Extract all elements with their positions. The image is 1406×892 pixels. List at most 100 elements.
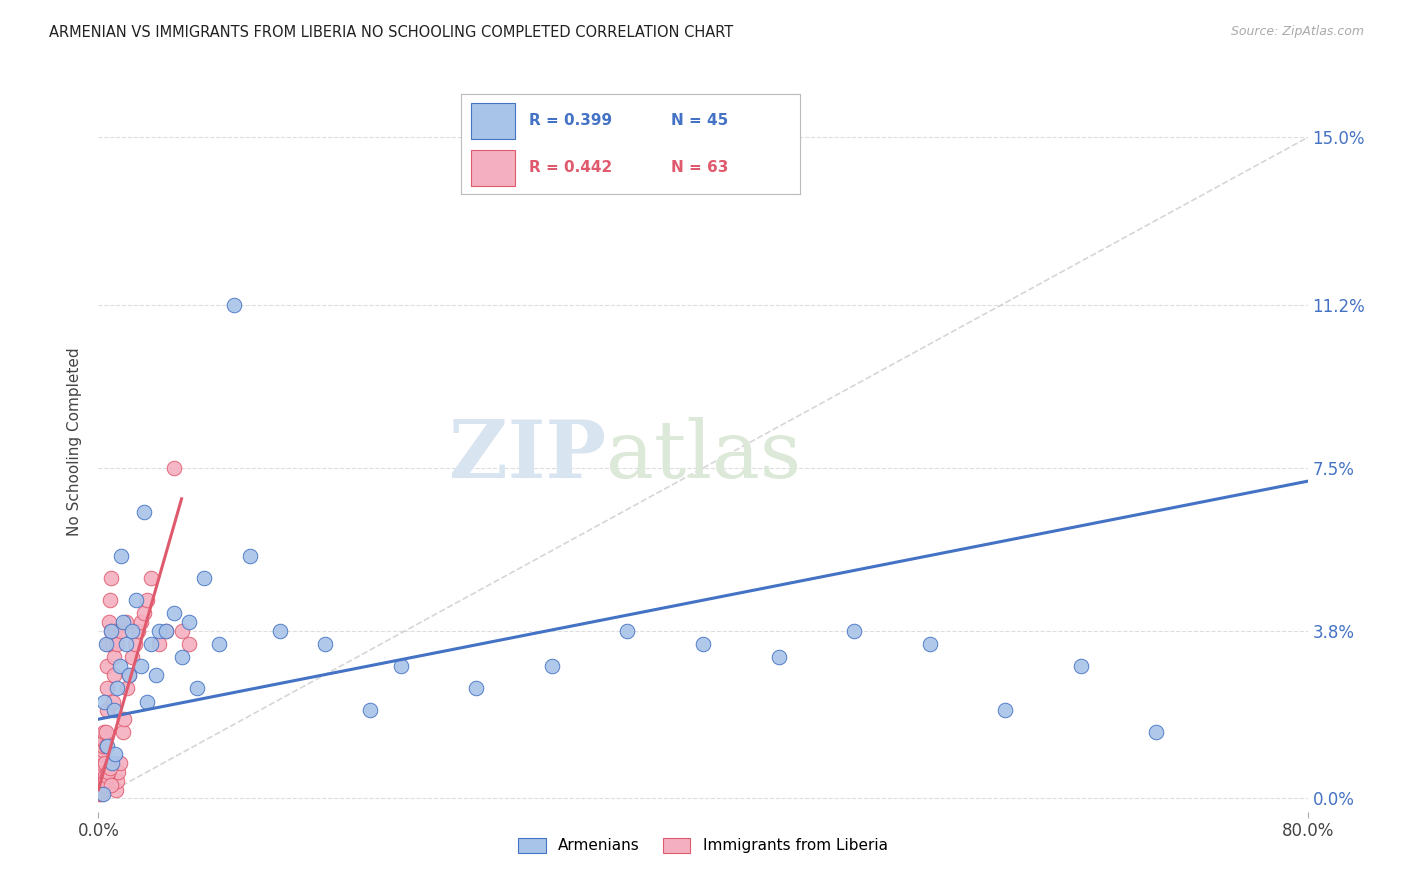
Point bbox=[93, 725, 115, 739]
Point bbox=[90, 787, 112, 801]
Point bbox=[208, 637, 231, 651]
Point bbox=[103, 650, 125, 665]
Point bbox=[89, 773, 111, 788]
Point bbox=[540, 659, 562, 673]
Point bbox=[100, 778, 122, 792]
Point bbox=[125, 593, 148, 607]
Point bbox=[111, 615, 134, 630]
Point bbox=[98, 593, 121, 607]
Point bbox=[179, 637, 201, 651]
Point bbox=[108, 756, 131, 771]
Point bbox=[103, 668, 125, 682]
Point bbox=[193, 571, 215, 585]
Point bbox=[100, 624, 122, 638]
Point bbox=[844, 624, 866, 638]
Point bbox=[135, 694, 157, 708]
Point bbox=[465, 681, 488, 696]
Point bbox=[163, 607, 186, 621]
Point bbox=[112, 712, 135, 726]
Text: Source: ZipAtlas.com: Source: ZipAtlas.com bbox=[1230, 25, 1364, 38]
Point bbox=[170, 624, 193, 638]
Point bbox=[94, 756, 117, 771]
Point bbox=[105, 773, 128, 788]
Point bbox=[97, 637, 120, 651]
Point bbox=[93, 734, 115, 748]
Point bbox=[101, 756, 124, 771]
Point bbox=[96, 703, 118, 717]
Point bbox=[94, 637, 117, 651]
Point bbox=[103, 703, 125, 717]
Point bbox=[110, 549, 132, 563]
Point bbox=[89, 778, 111, 792]
Point bbox=[105, 637, 128, 651]
Point bbox=[90, 756, 112, 771]
Point bbox=[110, 624, 132, 638]
Point bbox=[94, 773, 117, 788]
Point bbox=[129, 659, 152, 673]
Point bbox=[179, 615, 201, 630]
Point bbox=[135, 593, 157, 607]
Point bbox=[148, 637, 170, 651]
Point bbox=[93, 778, 115, 792]
Y-axis label: No Schooling Completed: No Schooling Completed bbox=[67, 347, 83, 536]
Point bbox=[389, 659, 412, 673]
Point bbox=[224, 298, 246, 312]
Point bbox=[96, 681, 118, 696]
Point bbox=[768, 650, 790, 665]
Point bbox=[186, 681, 208, 696]
Point bbox=[129, 615, 152, 630]
Point bbox=[155, 624, 177, 638]
Point bbox=[141, 571, 163, 585]
Point bbox=[118, 668, 141, 682]
Point bbox=[97, 765, 120, 780]
Point bbox=[108, 659, 131, 673]
Point bbox=[121, 624, 143, 638]
Point bbox=[141, 637, 163, 651]
Point bbox=[100, 571, 122, 585]
Point bbox=[360, 703, 382, 717]
Legend: Armenians, Immigrants from Liberia: Armenians, Immigrants from Liberia bbox=[512, 831, 894, 860]
Point bbox=[91, 752, 114, 766]
Text: ARMENIAN VS IMMIGRANTS FROM LIBERIA NO SCHOOLING COMPLETED CORRELATION CHART: ARMENIAN VS IMMIGRANTS FROM LIBERIA NO S… bbox=[49, 25, 734, 40]
Point bbox=[104, 782, 127, 797]
Point bbox=[94, 725, 117, 739]
Point bbox=[90, 761, 112, 775]
Point bbox=[90, 765, 112, 780]
Point bbox=[96, 659, 118, 673]
Point bbox=[91, 743, 114, 757]
Point bbox=[91, 747, 114, 762]
Point bbox=[114, 615, 136, 630]
Point bbox=[91, 787, 114, 801]
Point bbox=[104, 624, 127, 638]
Point bbox=[155, 624, 177, 638]
Point bbox=[1146, 725, 1168, 739]
Point bbox=[314, 637, 336, 651]
Point bbox=[101, 637, 124, 651]
Point bbox=[616, 624, 638, 638]
Point bbox=[89, 787, 111, 801]
Point bbox=[93, 694, 115, 708]
Point bbox=[90, 769, 112, 783]
Point bbox=[100, 624, 122, 638]
Point bbox=[105, 681, 128, 696]
Point bbox=[107, 765, 129, 780]
Point bbox=[127, 624, 149, 638]
Point bbox=[148, 624, 170, 638]
Point bbox=[115, 681, 138, 696]
Point bbox=[132, 505, 155, 519]
Text: atlas: atlas bbox=[606, 417, 801, 495]
Point bbox=[93, 778, 115, 792]
Point bbox=[94, 739, 117, 753]
Point bbox=[918, 637, 941, 651]
Point bbox=[114, 637, 136, 651]
Point bbox=[89, 782, 111, 797]
Point bbox=[96, 769, 118, 783]
Point bbox=[124, 637, 146, 651]
Point bbox=[98, 615, 121, 630]
Point bbox=[94, 769, 117, 783]
Point bbox=[121, 650, 143, 665]
Point bbox=[98, 761, 121, 775]
Point bbox=[994, 703, 1017, 717]
Point bbox=[239, 549, 262, 563]
Point bbox=[118, 668, 141, 682]
